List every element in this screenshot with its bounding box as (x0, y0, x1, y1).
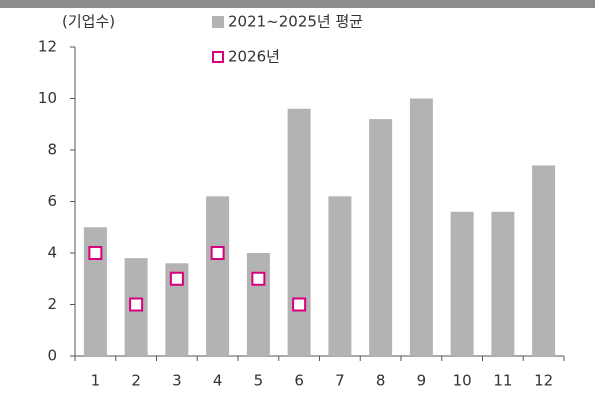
bar (328, 196, 352, 356)
bar (450, 211, 474, 356)
marker (292, 297, 307, 312)
x-tick-label: 5 (254, 372, 264, 390)
marker (129, 297, 144, 312)
marker (88, 246, 103, 260)
y-tick-label: 8 (47, 141, 57, 159)
top-band (0, 0, 595, 8)
y-tick-label: 6 (47, 192, 57, 210)
bar (165, 263, 189, 356)
bar (532, 165, 556, 356)
y-tick-label: 2 (47, 295, 57, 313)
x-tick-label: 10 (453, 372, 472, 390)
marker (251, 271, 266, 286)
legend-swatch (212, 51, 224, 63)
y-tick-label: 0 (47, 347, 57, 365)
bar (409, 98, 433, 356)
bar (491, 211, 515, 356)
bar (369, 119, 393, 356)
x-tick-label: 3 (172, 372, 182, 390)
x-tick-label: 1 (91, 372, 101, 390)
marker (210, 246, 225, 260)
y-tick-label: 10 (38, 89, 57, 107)
marker (169, 271, 184, 286)
x-tick-label: 4 (213, 372, 223, 390)
x-tick-label: 9 (417, 372, 427, 390)
legend-label: 2026년 (228, 48, 280, 66)
x-tick-label: 8 (376, 372, 386, 390)
legend-label: 2021~2025년 평균 (228, 13, 363, 31)
bar (287, 108, 311, 356)
y-tick-label: 12 (38, 38, 57, 56)
bar (206, 196, 230, 356)
y-tick-label: 4 (47, 244, 57, 262)
bar (246, 253, 270, 356)
x-tick-label: 2 (131, 372, 141, 390)
legend-swatch (212, 16, 224, 28)
x-tick-label: 7 (335, 372, 345, 390)
x-tick-label: 12 (534, 372, 553, 390)
x-tick-label: 6 (294, 372, 304, 390)
x-tick-label: 11 (493, 372, 512, 390)
y-axis-label: (기업수) (62, 13, 115, 31)
